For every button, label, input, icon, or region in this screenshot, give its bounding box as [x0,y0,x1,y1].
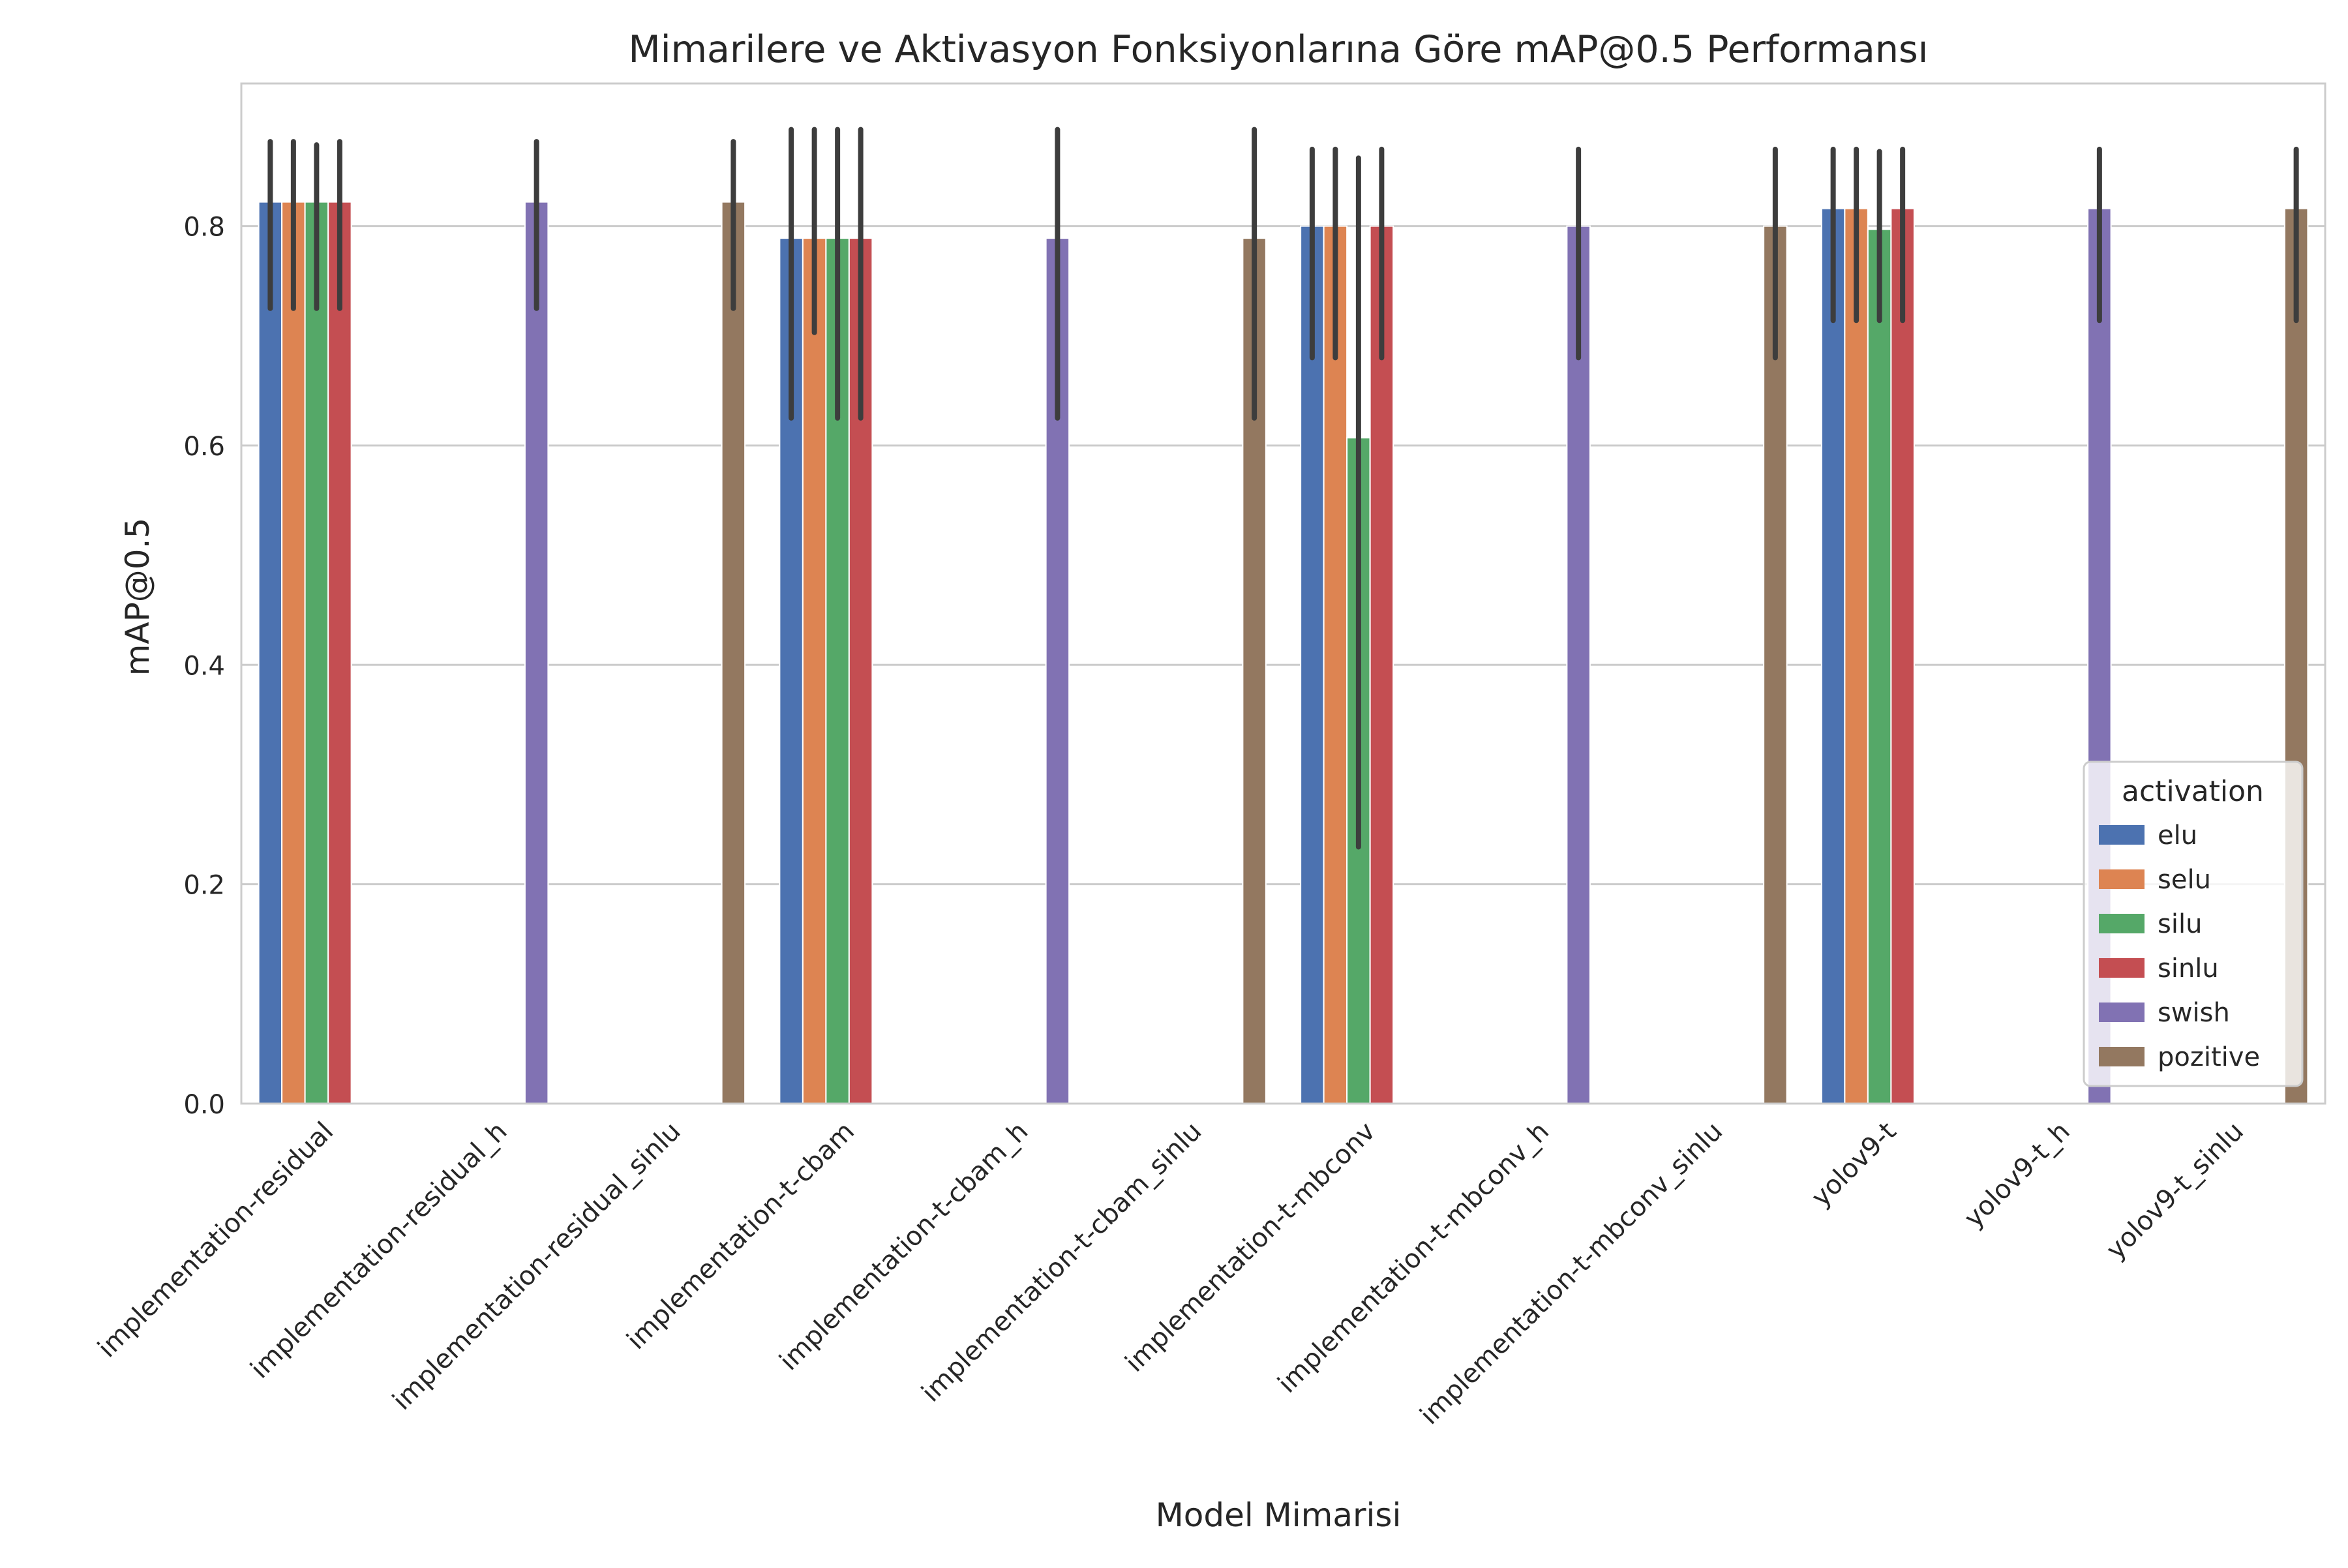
y-tick-label: 0.8 [183,213,225,243]
error-bars-layer [267,127,2299,850]
y-tick-label: 0.2 [183,871,225,901]
bar-pozitive-implementation-residual_sinlu [721,201,746,1104]
chart-title: Mimarilere ve Aktivasyon Fonksiyonlarına… [629,28,1929,71]
y-tick-labels: 0.0 0.2 0.4 0.6 0.8 [183,213,225,1120]
y-tick-label: 0.6 [183,432,225,462]
y-tick-label: 0.4 [183,651,225,681]
bar-elu-yolov9-t [1820,207,1846,1104]
legend: activation elu selu silu sinlu swish pozitive [2083,761,2304,1087]
bar-silu-yolov9-t [1867,228,1892,1104]
legend-swatch-selu [2099,869,2145,889]
legend-swatch-elu [2099,825,2145,845]
legend-swatch-sinlu [2099,958,2145,978]
bar-sinlu-implementation-residual [327,201,352,1104]
legend-swatch-silu [2099,914,2145,933]
bar-pozitive-implementation-t-mbconv_sinlu [1763,225,1788,1104]
legend-label-sinlu: sinlu [2158,954,2219,984]
bar-selu-implementation-t-cbam [802,237,827,1105]
bar-selu-yolov9-t [1844,207,1869,1104]
legend-label-pozitive: pozitive [2158,1042,2260,1072]
plot-frame [240,82,2326,1105]
bar-selu-implementation-residual [281,201,306,1104]
legend-swatch-pozitive [2099,1047,2145,1066]
bar-sinlu-yolov9-t [1890,207,1915,1104]
y-axis-label: mAP@0.5 [119,518,157,676]
x-axis-label: Model Mimarisi [1156,1496,1402,1534]
legend-title: activation [2122,775,2264,808]
legend-label-elu: elu [2158,821,2197,851]
legend-label-swish: swish [2158,998,2230,1028]
bar-swish-implementation-residual_h [524,201,549,1104]
bar-silu-implementation-residual [304,201,329,1104]
y-tick-label: 0.0 [183,1090,225,1120]
legend-label-silu: silu [2158,909,2202,939]
legend-label-selu: selu [2158,865,2211,895]
legend-swatch-swish [2099,1003,2145,1022]
bar-elu-implementation-residual [258,201,283,1104]
legend-items: elu selu silu sinlu swish pozitive [2099,821,2260,1072]
